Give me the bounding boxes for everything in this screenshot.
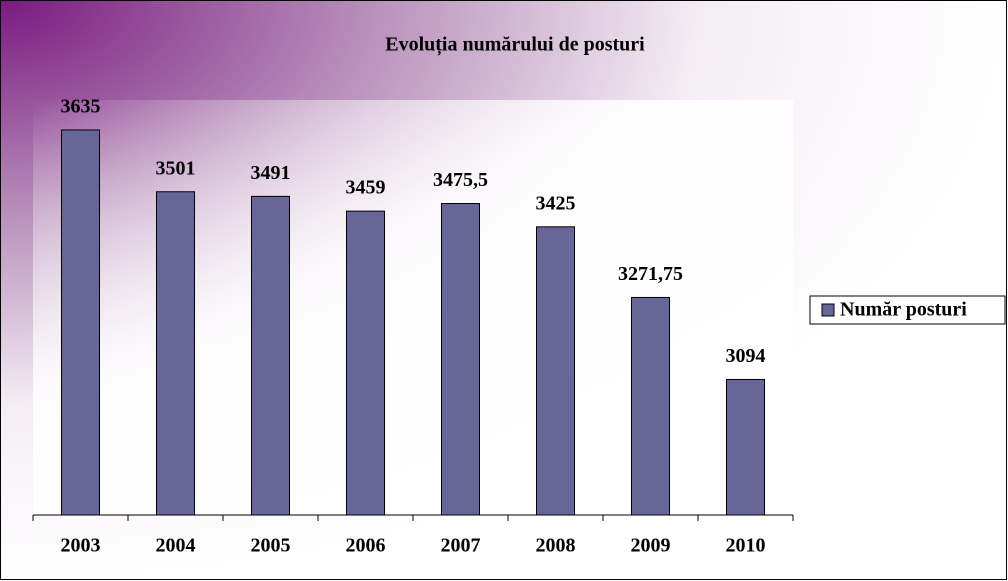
x-tick-label: 2004 (156, 535, 196, 557)
data-label: 3459 (346, 177, 386, 199)
data-label: 3271,75 (618, 263, 683, 285)
legend-box (809, 295, 1006, 325)
bar (346, 210, 385, 516)
bar (631, 296, 670, 516)
x-tick-label: 2006 (346, 535, 386, 557)
bar (251, 195, 290, 516)
bar (156, 191, 195, 516)
data-label: 3635 (61, 96, 101, 118)
data-label: 3094 (726, 345, 766, 367)
x-tick-label: 2003 (61, 535, 101, 557)
bar (61, 129, 100, 516)
x-tick-label: 2005 (251, 535, 291, 557)
bar (536, 226, 575, 516)
chart-title: Evoluția numărului de posturi (385, 34, 645, 57)
legend-swatch (821, 303, 835, 317)
legend-label: Număr posturi (840, 299, 967, 321)
x-tick-label: 2008 (536, 535, 576, 557)
data-label: 3475,5 (433, 169, 488, 191)
x-tick-label: 2007 (441, 535, 481, 557)
plot-area (33, 100, 793, 515)
data-label: 3425 (536, 192, 576, 214)
x-tick-label: 2010 (726, 535, 766, 557)
data-label: 3491 (251, 162, 291, 184)
bar (726, 378, 765, 516)
x-tick-label: 2009 (631, 535, 671, 557)
bar (441, 203, 480, 516)
data-label: 3501 (156, 157, 196, 179)
